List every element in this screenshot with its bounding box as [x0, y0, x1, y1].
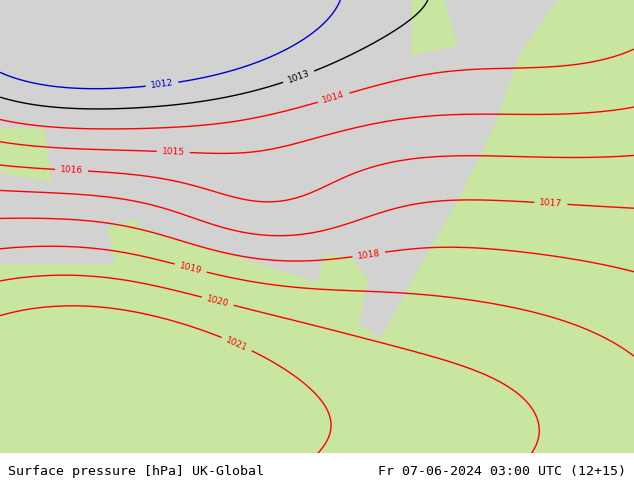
Text: Fr 07-06-2024 03:00 UTC (12+15): Fr 07-06-2024 03:00 UTC (12+15) — [378, 465, 626, 478]
Text: 1019: 1019 — [178, 261, 203, 275]
Polygon shape — [0, 191, 114, 263]
Polygon shape — [0, 68, 51, 181]
Polygon shape — [139, 199, 330, 281]
Text: Surface pressure [hPa] UK-Global: Surface pressure [hPa] UK-Global — [8, 465, 264, 478]
Polygon shape — [0, 18, 32, 77]
Text: 1014: 1014 — [321, 90, 346, 105]
Polygon shape — [0, 195, 368, 453]
Text: 1020: 1020 — [205, 294, 230, 308]
Polygon shape — [412, 0, 456, 54]
Text: 1012: 1012 — [150, 78, 174, 90]
Text: 1021: 1021 — [224, 335, 249, 353]
Polygon shape — [51, 99, 393, 263]
Text: 1015: 1015 — [162, 147, 185, 157]
Text: 1017: 1017 — [539, 198, 563, 209]
Polygon shape — [380, 0, 634, 453]
Text: 1013: 1013 — [287, 69, 311, 85]
Polygon shape — [241, 318, 412, 453]
Text: 1016: 1016 — [60, 165, 83, 175]
Text: 1018: 1018 — [357, 248, 381, 261]
